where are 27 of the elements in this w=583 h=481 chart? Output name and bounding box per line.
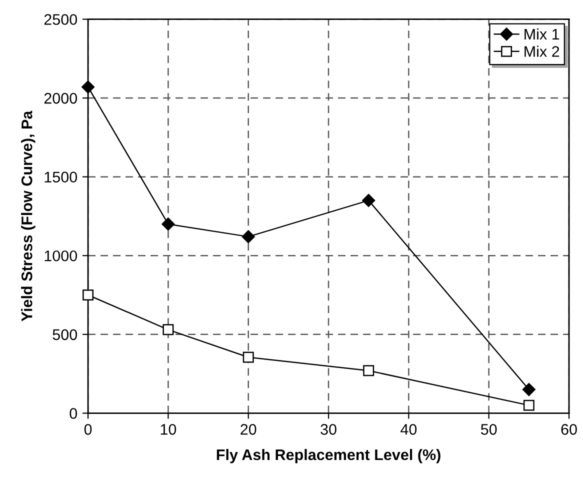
legend-label: Mix 2 <box>524 46 560 57</box>
point <box>162 324 174 336</box>
x-tick-label: 20 <box>240 424 256 435</box>
x-tick-label: 40 <box>400 424 417 435</box>
point <box>363 365 374 376</box>
point <box>242 352 254 363</box>
y-tick-label: 2000 <box>44 92 78 104</box>
point <box>82 80 95 94</box>
point <box>362 194 376 207</box>
y-tick-label: 2500 <box>44 14 78 25</box>
y-tick-label: 500 <box>52 329 78 340</box>
y-tick-label: 1500 <box>44 172 78 182</box>
y-axis-title: Yield Stress (Flow Curve), Pa <box>21 110 36 322</box>
point <box>82 290 94 300</box>
point <box>162 218 175 231</box>
legend-label: Mix 1 <box>524 28 560 40</box>
x-tick-label: 0 <box>84 424 92 435</box>
y-tick-label: 1000 <box>44 250 78 262</box>
x-tick-label: 50 <box>480 424 497 435</box>
x-tick-label: 30 <box>320 424 336 435</box>
x-tick-label: 60 <box>561 424 577 435</box>
x-tick-label: 10 <box>160 424 176 435</box>
x-axis-title: Fly Ash Replacement Level (%) <box>216 448 440 464</box>
point <box>242 230 255 244</box>
point <box>523 400 534 411</box>
point <box>522 383 536 396</box>
y-tick-label: 0 <box>70 408 78 419</box>
